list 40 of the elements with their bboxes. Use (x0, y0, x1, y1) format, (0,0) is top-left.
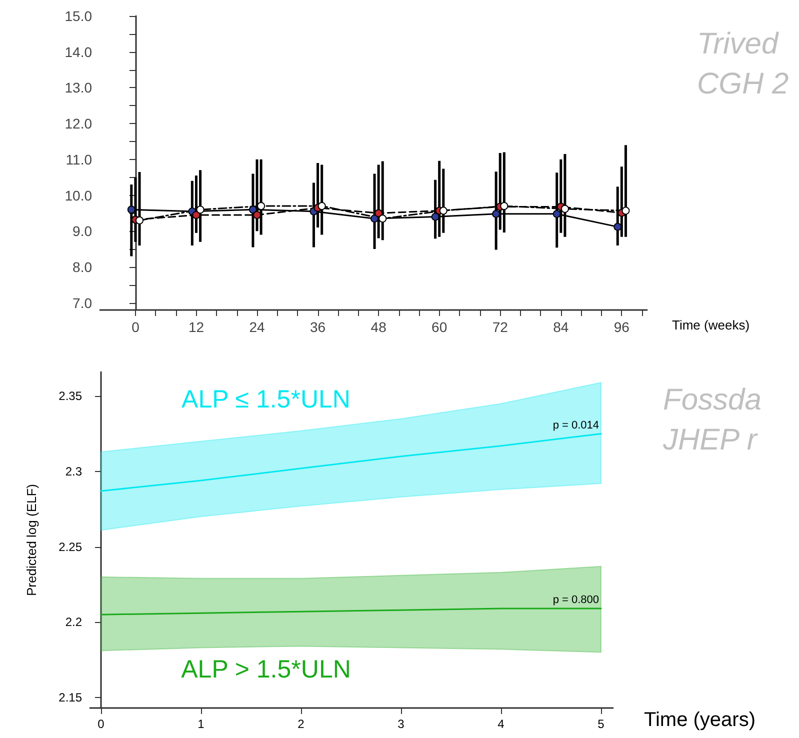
x-tick-label: 3 (398, 717, 405, 731)
y-tick-label: 12.0 (64, 116, 92, 132)
y-tick-label: 14.0 (64, 44, 92, 60)
x-tick-label: 48 (370, 319, 387, 335)
y-tick-label: 15.0 (64, 8, 92, 24)
annotation: p = 0.014 (552, 419, 599, 432)
x-tick-label: 84 (553, 319, 569, 335)
y-tick-label: 8.0 (72, 258, 92, 275)
x-tick-label: 72 (492, 319, 508, 335)
x-tick-label: 96 (614, 319, 630, 335)
series-label: ALP ≤ 1.5*ULN (182, 385, 350, 414)
x-tick-label: 4 (498, 717, 505, 731)
y-tick-label: 2.3 (65, 464, 82, 478)
y-tick-label: 7.0 (72, 294, 92, 311)
x-tick-label: 2 (298, 717, 305, 731)
text: Fossda (663, 384, 762, 416)
text: CGH 2 (697, 68, 789, 100)
x-axis-title: Time (years) (644, 709, 756, 731)
x-tick-label: 36 (310, 319, 326, 335)
x-tick-label: 5 (598, 717, 605, 731)
y-tick-label: 11.0 (66, 151, 92, 168)
annotation: p = 0.800 (552, 594, 599, 606)
x-tick-label: 0 (132, 319, 140, 335)
y-tick-label: 10.0 (64, 187, 92, 204)
text: Trived (697, 28, 780, 60)
x-tick-label: 60 (432, 319, 448, 335)
y-tick-label: 2.2 (65, 615, 82, 630)
x-tick-label: 24 (249, 319, 266, 335)
x-tick-label: 1 (198, 717, 205, 731)
y-tick-label: 2.35 (58, 389, 82, 404)
y-tick-label: 2.15 (58, 690, 82, 704)
y-axis-title: Predicted log (ELF) (24, 484, 39, 596)
x-tick-label: 12 (188, 319, 204, 335)
y-tick-label: 9.0 (72, 223, 92, 240)
x-axis-title: Time (weeks) (672, 318, 750, 332)
series-label: ALP > 1.5*ULN (181, 656, 351, 684)
text: JHEP r (662, 424, 758, 456)
x-tick-label: 0 (98, 717, 105, 731)
y-tick-label: 13.0 (64, 80, 92, 96)
y-tick-label: 2.25 (58, 540, 82, 554)
